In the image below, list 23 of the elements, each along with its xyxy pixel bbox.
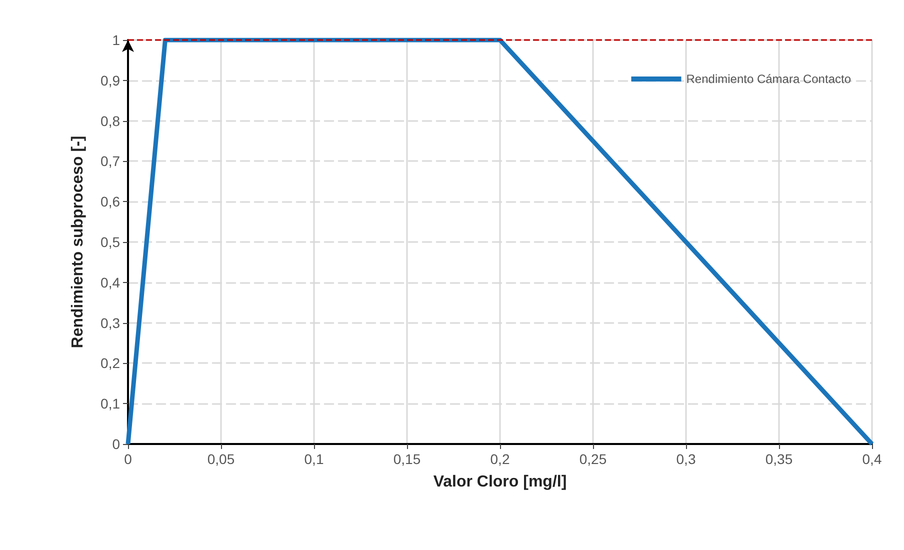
x-tick-label: 0,1 (304, 451, 324, 467)
y-tick-label: 0,4 (100, 274, 120, 290)
y-tick-label: 0,1 (100, 396, 120, 412)
x-tick-label: 0,3 (676, 451, 696, 467)
x-tick-label: 0,35 (765, 451, 793, 467)
y-tick-label: 0,2 (100, 355, 120, 372)
legend-label: Rendimiento Cámara Contacto (686, 72, 852, 86)
x-tick-label: 0,15 (393, 451, 421, 467)
y-tick-label: 0,3 (100, 314, 120, 331)
x-tick-label: 0,4 (862, 451, 882, 467)
y-tick-label: 0,6 (100, 194, 120, 210)
y-tick-label: 0,8 (100, 112, 120, 129)
y-tick-label: 0 (112, 436, 120, 452)
x-tick-label: 0,05 (207, 451, 235, 467)
y-tick-label: 1 (112, 32, 120, 48)
x-tick-label: 0,25 (579, 451, 607, 467)
x-axis-title: Valor Cloro [mg/l] (433, 474, 567, 490)
x-tick-label: 0 (124, 451, 132, 467)
y-tick-label: 0,5 (100, 234, 120, 250)
x-tick-label: 0,2 (490, 451, 510, 467)
y-tick-label: 0,9 (100, 72, 120, 88)
y-tick-label: 0,7 (100, 153, 120, 170)
y-axis-title: Rendimiento subproceso [-] (70, 136, 86, 348)
